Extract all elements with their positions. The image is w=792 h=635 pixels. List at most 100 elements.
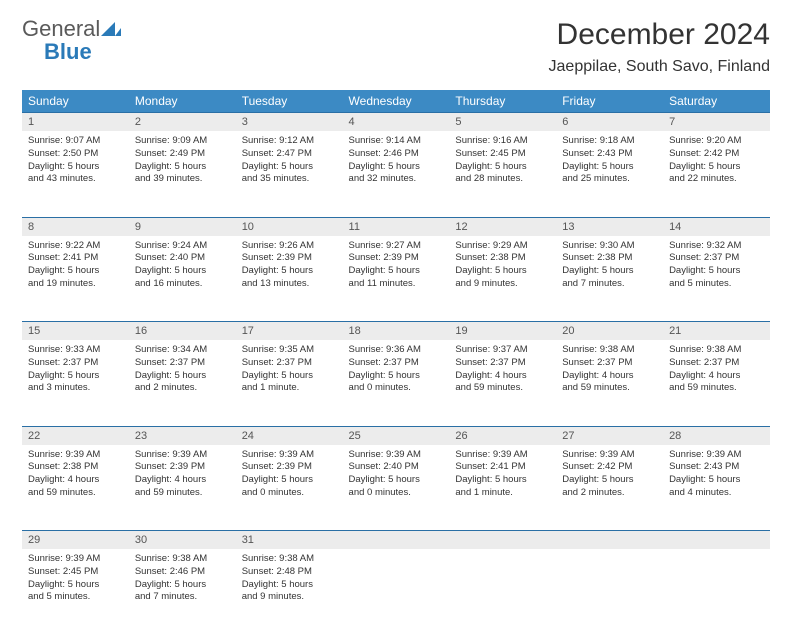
daylight-text: and 7 minutes. [135,591,230,604]
week-content-row: Sunrise: 9:33 AMSunset: 2:37 PMDaylight:… [22,340,770,426]
day-number: 19 [455,325,467,337]
sunset-text: Sunset: 2:37 PM [135,357,230,370]
day-number-cell: 10 [236,217,343,236]
daylight-text: Daylight: 5 hours [669,161,764,174]
day-cell: Sunrise: 9:38 AMSunset: 2:48 PMDaylight:… [236,549,343,635]
day-cell: Sunrise: 9:33 AMSunset: 2:37 PMDaylight:… [22,340,129,426]
day-number-cell: 4 [343,113,450,132]
sunrise-text: Sunrise: 9:33 AM [28,344,123,357]
sunset-text: Sunset: 2:43 PM [669,461,764,474]
sunrise-text: Sunrise: 9:38 AM [669,344,764,357]
weekday-header: Sunday [22,90,129,113]
day-number: 2 [135,116,141,128]
daylight-text: and 4 minutes. [669,487,764,500]
sunrise-text: Sunrise: 9:36 AM [349,344,444,357]
day-number: 23 [135,430,147,442]
sunset-text: Sunset: 2:41 PM [455,461,550,474]
day-number-row: 29 3031 [22,531,770,550]
sunset-text: Sunset: 2:47 PM [242,148,337,161]
day-number-cell [449,531,556,550]
daylight-text: Daylight: 5 hours [455,474,550,487]
daylight-text: Daylight: 5 hours [455,265,550,278]
daylight-text: Daylight: 5 hours [242,370,337,383]
day-number: 25 [349,430,361,442]
day-number-cell: 14 [663,217,770,236]
sunset-text: Sunset: 2:42 PM [562,461,657,474]
day-cell: Sunrise: 9:26 AMSunset: 2:39 PMDaylight:… [236,236,343,322]
day-cell: Sunrise: 9:35 AMSunset: 2:37 PMDaylight:… [236,340,343,426]
day-number-cell [556,531,663,550]
daylight-text: and 59 minutes. [669,382,764,395]
day-cell: Sunrise: 9:36 AMSunset: 2:37 PMDaylight:… [343,340,450,426]
sunset-text: Sunset: 2:38 PM [562,252,657,265]
day-number-cell: 7 [663,113,770,132]
day-cell: Sunrise: 9:37 AMSunset: 2:37 PMDaylight:… [449,340,556,426]
day-number: 28 [669,430,681,442]
daylight-text: Daylight: 5 hours [669,474,764,487]
day-number: 8 [28,221,34,233]
day-cell: Sunrise: 9:14 AMSunset: 2:46 PMDaylight:… [343,131,450,217]
day-cell: Sunrise: 9:39 AMSunset: 2:39 PMDaylight:… [129,445,236,531]
logo-text-blue: Blue [44,39,92,64]
daylight-text: Daylight: 5 hours [242,579,337,592]
day-number-cell: 27 [556,426,663,445]
daylight-text: and 3 minutes. [28,382,123,395]
daylight-text: and 28 minutes. [455,173,550,186]
sunset-text: Sunset: 2:37 PM [28,357,123,370]
sunrise-text: Sunrise: 9:12 AM [242,135,337,148]
daylight-text: Daylight: 5 hours [28,370,123,383]
sunrise-text: Sunrise: 9:32 AM [669,240,764,253]
weekday-header: Saturday [663,90,770,113]
header: General Blue December 2024 Jaeppilae, So… [22,18,770,76]
sunrise-text: Sunrise: 9:26 AM [242,240,337,253]
day-number: 4 [349,116,355,128]
daylight-text: Daylight: 5 hours [349,474,444,487]
day-number: 29 [28,534,40,546]
daylight-text: Daylight: 4 hours [135,474,230,487]
weekday-header: Thursday [449,90,556,113]
sunrise-text: Sunrise: 9:14 AM [349,135,444,148]
day-cell: Sunrise: 9:39 AMSunset: 2:43 PMDaylight:… [663,445,770,531]
sunrise-text: Sunrise: 9:39 AM [135,449,230,462]
day-cell: Sunrise: 9:38 AMSunset: 2:46 PMDaylight:… [129,549,236,635]
week-content-row: Sunrise: 9:22 AMSunset: 2:41 PMDaylight:… [22,236,770,322]
day-cell: Sunrise: 9:30 AMSunset: 2:38 PMDaylight:… [556,236,663,322]
sunset-text: Sunset: 2:40 PM [349,461,444,474]
day-number-cell [343,531,450,550]
daylight-text: Daylight: 4 hours [455,370,550,383]
day-cell: Sunrise: 9:07 AMSunset: 2:50 PMDaylight:… [22,131,129,217]
daylight-text: Daylight: 5 hours [669,265,764,278]
daylight-text: Daylight: 5 hours [242,265,337,278]
daylight-text: Daylight: 5 hours [562,474,657,487]
day-cell: Sunrise: 9:39 AMSunset: 2:41 PMDaylight:… [449,445,556,531]
day-number-cell: 28 [663,426,770,445]
sunset-text: Sunset: 2:45 PM [455,148,550,161]
day-number-row: 15161718192021 [22,322,770,341]
daylight-text: and 59 minutes. [455,382,550,395]
day-number-cell: 30 [129,531,236,550]
day-number: 11 [349,221,360,233]
sunrise-text: Sunrise: 9:39 AM [455,449,550,462]
sunrise-text: Sunrise: 9:09 AM [135,135,230,148]
daylight-text: Daylight: 5 hours [135,161,230,174]
daylight-text: and 16 minutes. [135,278,230,291]
daylight-text: Daylight: 5 hours [135,265,230,278]
daylight-text: and 1 minute. [455,487,550,500]
weekday-header: Monday [129,90,236,113]
day-number: 22 [28,430,40,442]
day-number-cell: 31 [236,531,343,550]
sunset-text: Sunset: 2:46 PM [135,566,230,579]
day-cell: Sunrise: 9:27 AMSunset: 2:39 PMDaylight:… [343,236,450,322]
day-cell: Sunrise: 9:32 AMSunset: 2:37 PMDaylight:… [663,236,770,322]
day-number-cell: 11 [343,217,450,236]
day-cell: Sunrise: 9:39 AMSunset: 2:42 PMDaylight:… [556,445,663,531]
day-cell [663,549,770,635]
day-number: 14 [669,221,681,233]
daylight-text: and 9 minutes. [455,278,550,291]
daylight-text: and 19 minutes. [28,278,123,291]
daylight-text: and 13 minutes. [242,278,337,291]
day-number: 20 [562,325,574,337]
day-number: 16 [135,325,147,337]
day-number: 26 [455,430,467,442]
sunset-text: Sunset: 2:38 PM [28,461,123,474]
